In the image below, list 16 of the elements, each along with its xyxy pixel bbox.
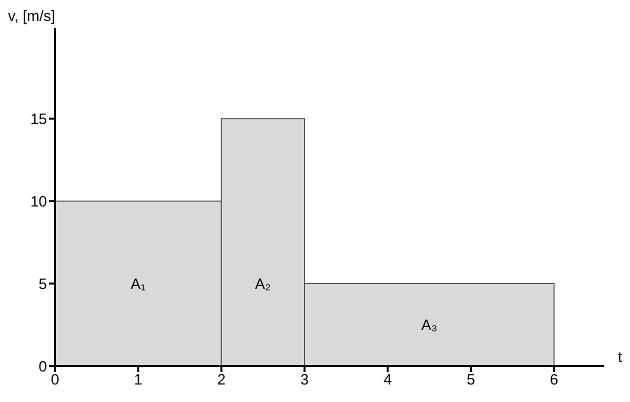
y-axis-title: v, [m/s]	[8, 8, 56, 25]
x-tick-label: 5	[466, 372, 476, 389]
x-tick-label: 3	[300, 372, 309, 389]
x-tick-label: 6	[550, 372, 558, 389]
y-tick-label: 0	[38, 358, 47, 376]
y-tick-label: 5	[38, 276, 47, 293]
annotation: A₁	[130, 276, 146, 293]
x-tick-label: 1	[134, 372, 142, 389]
x-axis-title: t	[618, 349, 622, 366]
y-tick-label: 15	[30, 111, 47, 128]
annotation: A₃	[421, 317, 438, 334]
x-tick-label: 4	[384, 372, 392, 389]
x-tick-label: 0	[50, 372, 60, 389]
annotation: A₂	[255, 276, 272, 293]
y-tick-label: 10	[30, 193, 47, 210]
x-tick-label: 2	[217, 372, 226, 389]
